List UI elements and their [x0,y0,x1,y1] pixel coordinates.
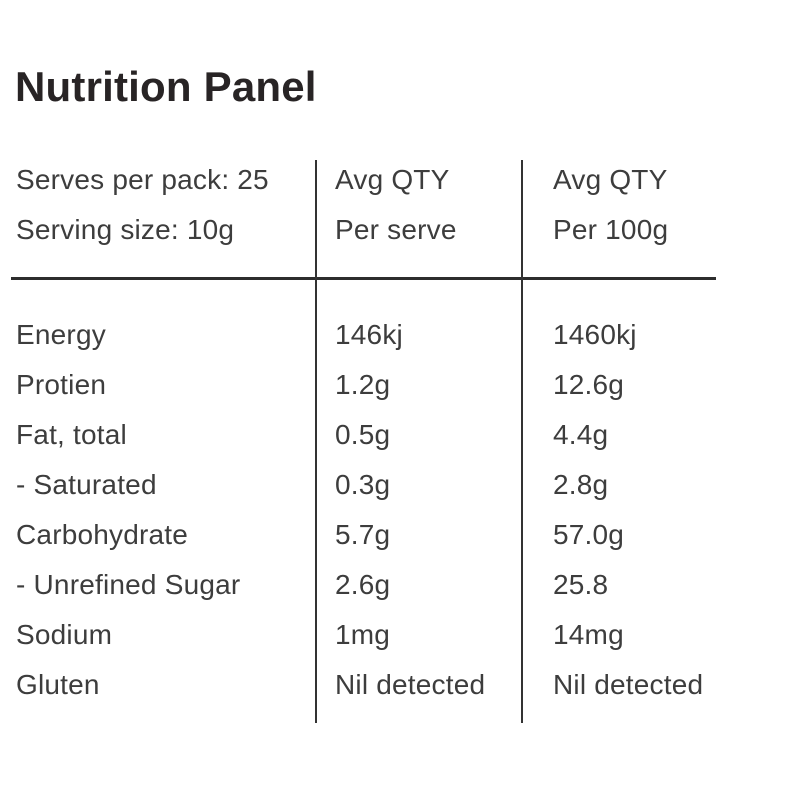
per-serve-column-header-line1: Avg QTY [335,164,450,195]
serving-size-text: Serving size: 10g [16,214,235,245]
per-100g-value: Nil detected [553,669,704,700]
per-serve-column-header-line2: Per serve [335,214,457,245]
per-serve-value: 5.7g [335,519,391,550]
per-100g-column-header-line1: Avg QTY [553,164,668,195]
per-serve-value: 0.5g [335,419,391,450]
table-row: Gluten Nil detected Nil detected [0,660,786,710]
nutrient-label: - Saturated [16,469,157,500]
per-serve-value: 1.2g [335,369,391,400]
nutrient-label: Fat, total [16,419,127,450]
per-100g-value: 4.4g [553,419,609,450]
per-100g-value: 2.8g [553,469,609,500]
table-row: Fat, total 0.5g 4.4g [0,410,786,460]
table-row: Sodium 1mg 14mg [0,610,786,660]
per-100g-value: 57.0g [553,519,625,550]
table-header: Serves per pack: 25 Serving size: 10g Av… [0,155,786,255]
nutrient-label: Energy [16,319,106,350]
per-100g-value: 1460kj [553,319,637,350]
table-row: Protien 1.2g 12.6g [0,360,786,410]
per-100g-value: 14mg [553,619,624,650]
nutrient-label: Protien [16,369,107,400]
per-serve-value: 2.6g [335,569,391,600]
per-serve-value: Nil detected [335,669,486,700]
table-row: - Unrefined Sugar 2.6g 25.8 [0,560,786,610]
column-divider-line-1 [315,160,317,723]
per-serve-value: 146kj [335,319,403,350]
header-divider-line [11,277,716,280]
page-title: Nutrition Panel [15,63,317,110]
table-row: - Saturated 0.3g 2.8g [0,460,786,510]
per-100g-value: 25.8 [553,569,609,600]
nutrient-label: - Unrefined Sugar [16,569,241,600]
table-body: Energy 146kj 1460kj Protien 1.2g 12.6g Fat, to… [0,310,786,710]
per-100g-value: 12.6g [553,369,625,400]
nutrient-label: Carbohydrate [16,519,189,550]
table-row: Carbohydrate 5.7g 57.0g [0,510,786,560]
per-serve-value: 0.3g [335,469,391,500]
serves-per-pack-text: Serves per pack: 25 [16,164,269,195]
per-serve-value: 1mg [335,619,391,650]
per-100g-column-header-line2: Per 100g [553,214,669,245]
table-row: Energy 146kj 1460kj [0,310,786,360]
nutrient-label: Sodium [16,619,113,650]
column-divider-line-2 [521,160,523,723]
nutrient-label: Gluten [16,669,100,700]
